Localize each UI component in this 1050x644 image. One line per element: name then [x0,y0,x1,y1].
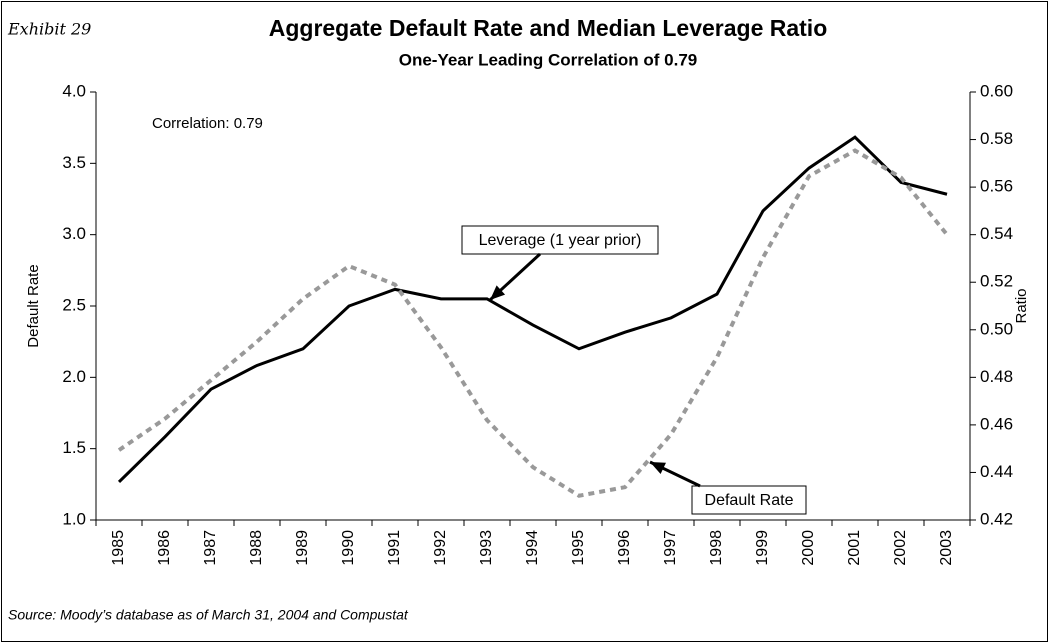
y2-tick-label: 0.50 [980,319,1013,338]
y-tick-label: 3.0 [62,224,86,243]
x-tick-label: 2003 [938,530,955,566]
arrow-head [490,285,506,300]
x-tick-label: 1986 [156,530,173,566]
y2-axis-label: Ratio [1013,288,1030,323]
x-tick-label: 1990 [340,530,357,566]
x-tick-label: 1989 [294,530,311,566]
chart-title: Aggregate Default Rate and Median Levera… [269,15,828,41]
y2-tick-label: 0.56 [980,177,1013,196]
y-tick-label: 4.0 [62,81,86,100]
y2-tick-label: 0.46 [980,414,1013,433]
series-line [117,148,949,498]
y2-tick-label: 0.42 [980,509,1013,528]
annotation: Correlation: 0.79 [152,115,263,132]
x-tick-label: 1985 [110,530,127,566]
legend-box [461,225,659,255]
y-tick-label: 3.5 [62,153,86,172]
x-tick-label: 1998 [708,530,725,566]
x-tick-label: 1992 [432,530,449,566]
y2-tick-label: 0.60 [980,81,1013,100]
source-note: Source: Moody’s database as of March 31,… [8,607,409,623]
x-tick-label: 1991 [386,530,403,566]
y2-tick-label: 0.48 [980,367,1013,386]
legend-box [691,485,807,515]
x-tick-label: 1996 [616,530,633,566]
x-tick-label: 2002 [892,530,909,566]
y-axis-label: Default Rate [25,264,42,347]
y2-tick-label: 0.52 [980,272,1013,291]
y-tick-label: 2.5 [62,295,86,314]
x-tick-label: 2000 [800,530,817,566]
x-tick-label: 1987 [202,530,219,566]
x-tick-label: 2001 [846,530,863,566]
x-tick-label: 1994 [524,530,541,566]
x-tick-label: 1999 [754,530,771,566]
y2-tick-label: 0.54 [980,224,1013,243]
y2-tick-label: 0.44 [980,462,1013,481]
x-tick-label: 1997 [662,530,679,566]
chart-subtitle: One-Year Leading Correlation of 0.79 [399,50,698,69]
y2-tick-label: 0.58 [980,129,1013,148]
x-tick-label: 1993 [478,530,495,566]
x-tick-label: 1995 [570,530,587,566]
y-tick-label: 1.0 [62,509,86,528]
exhibit-label: Exhibit 29 [7,20,91,39]
legend-label: Leverage (1 year prior) [479,232,642,249]
y-tick-label: 1.5 [62,438,86,457]
legend-label: Default Rate [705,492,794,509]
arrow-head [650,462,666,474]
series-line [117,135,948,484]
y-tick-label: 2.0 [62,367,86,386]
x-tick-label: 1988 [248,530,265,566]
